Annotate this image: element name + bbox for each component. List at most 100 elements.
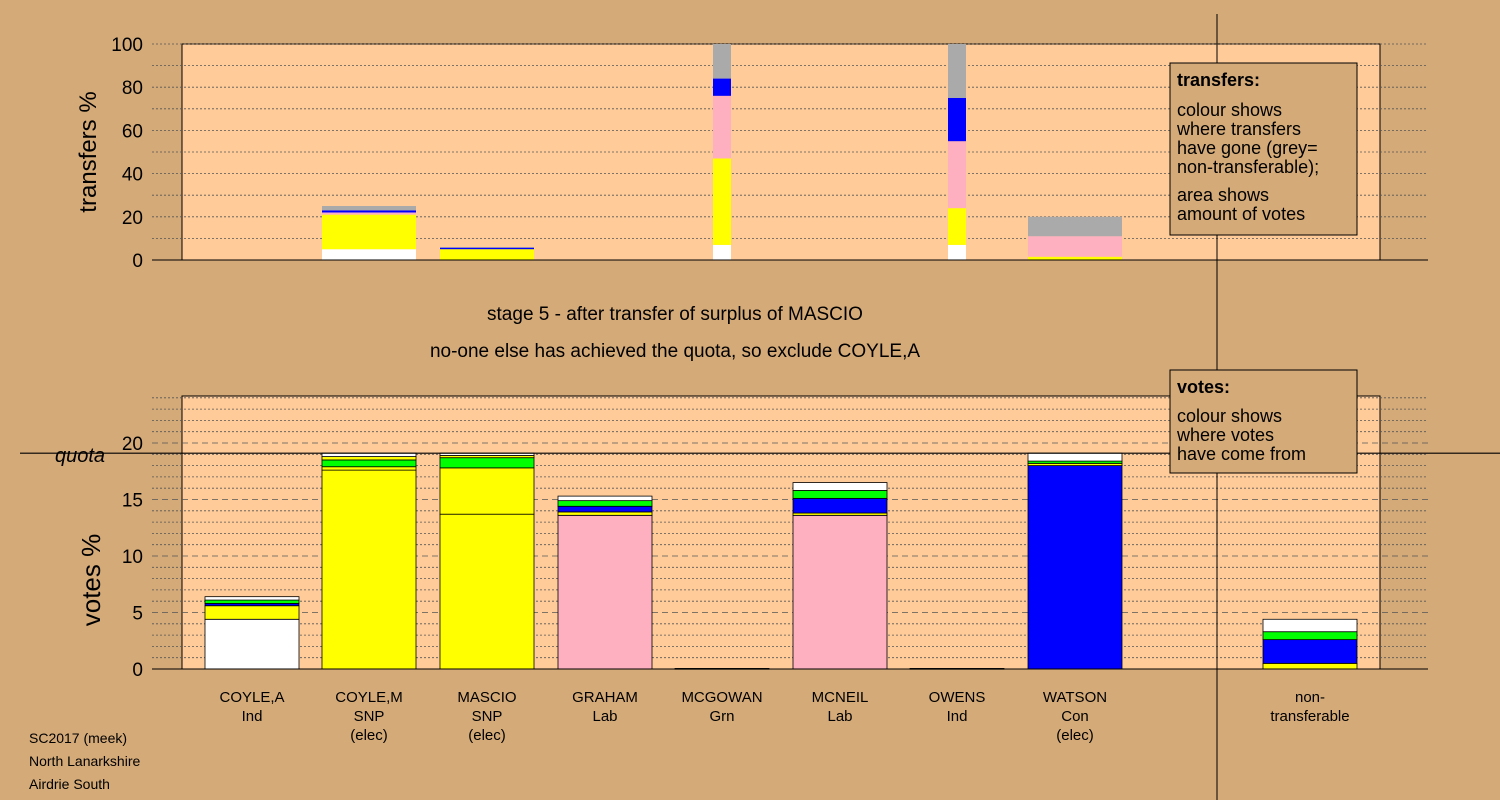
legend-votes-line: where votes: [1176, 425, 1274, 445]
vote-segment: [439, 513, 535, 670]
votes-axis-label: votes %: [76, 534, 106, 627]
vote-segment: [792, 482, 888, 491]
stage-subtitle: no-one else has achieved the quota, so e…: [430, 341, 920, 362]
transfers-tick-label: 100: [111, 35, 143, 56]
transfer-segment: [440, 249, 534, 260]
votes-tick-label: 10: [122, 547, 143, 568]
vote-segment: [1262, 618, 1358, 633]
category-label: OWENS: [929, 689, 986, 706]
transfer-segment: [713, 95, 731, 159]
vote-segment: [321, 459, 417, 468]
transfer-segment: [948, 141, 966, 209]
vote-segment: [557, 495, 653, 502]
category-label: (elec): [468, 727, 506, 744]
vote-segment: [792, 514, 888, 670]
vote-segment: [204, 599, 300, 604]
vote-segment: [204, 605, 300, 620]
vote-segment: [321, 456, 417, 461]
vote-segment: [321, 466, 417, 471]
legend-votes-line: colour shows: [1177, 406, 1282, 426]
transfers-tick-label: 40: [122, 165, 143, 186]
transfer-segment: [948, 244, 966, 260]
transfer-segment: [322, 214, 416, 250]
transfers-tick-label: 20: [122, 208, 143, 229]
category-label: Grn: [709, 708, 734, 725]
category-label: transferable: [1270, 708, 1349, 725]
category-label: COYLE,M: [335, 689, 403, 706]
legend-transfers-line: non-transferable);: [1177, 157, 1319, 177]
transfers-axis-label: transfers %: [75, 91, 102, 212]
vote-segment: [1262, 639, 1358, 664]
legend-votes-line: have come from: [1177, 444, 1306, 464]
legend-transfers-line: amount of votes: [1177, 204, 1305, 224]
category-label: (elec): [350, 727, 388, 744]
legend-votes-box: [1169, 369, 1358, 474]
footer-line: SC2017 (meek): [29, 730, 127, 746]
legend-votes-title: votes:: [1177, 377, 1230, 397]
footer-line: North Lanarkshire: [29, 753, 140, 769]
category-label: Lab: [592, 708, 617, 725]
transfer-segment: [713, 244, 731, 260]
transfer-segment: [322, 212, 416, 215]
legend-transfers-title: transfers:: [1177, 70, 1260, 90]
transfer-segment: [1028, 216, 1122, 237]
category-label: WATSON: [1043, 689, 1107, 706]
vote-segment: [204, 618, 300, 670]
transfer-segment: [948, 44, 966, 98]
votes-tick-label: 5: [132, 604, 143, 625]
votes-tick-label: 15: [122, 491, 143, 512]
category-label: MCGOWAN: [681, 689, 762, 706]
votes-tick-label: 20: [122, 434, 143, 455]
transfer-segment: [322, 249, 416, 260]
category-label: Lab: [827, 708, 852, 725]
transfers-tick-label: 60: [122, 121, 143, 142]
vote-segment: [557, 500, 653, 507]
category-label: SNP: [354, 708, 385, 725]
transfer-segment: [440, 247, 534, 250]
category-label: Ind: [947, 708, 968, 725]
legend-transfers-box: [1169, 62, 1358, 236]
transfer-segment: [322, 206, 416, 211]
category-label: Ind: [242, 708, 263, 725]
transfer-segment: [1028, 236, 1122, 257]
quota-label: quota: [55, 445, 105, 467]
legend-transfers-line: colour shows: [1177, 100, 1282, 120]
vote-segment: [439, 467, 535, 515]
legend-votes: votes: colour shows where votes have com…: [1169, 369, 1358, 474]
vote-segment: [557, 514, 653, 670]
transfer-segment: [1028, 256, 1122, 260]
vote-segment: [557, 511, 653, 516]
transfer-segment: [948, 98, 966, 142]
transfer-segment: [322, 210, 416, 213]
category-label: MASCIO: [457, 689, 516, 706]
category-label: MCNEIL: [812, 689, 869, 706]
vote-segment: [557, 505, 653, 513]
transfer-segment: [713, 44, 731, 79]
vote-segment: [792, 490, 888, 499]
category-label: (elec): [1056, 727, 1094, 744]
vote-segment: [792, 497, 888, 514]
legend-transfers-line: have gone (grey=: [1177, 138, 1318, 158]
vote-segment: [1027, 465, 1123, 670]
legend-transfers-line: where transfers: [1176, 119, 1301, 139]
vote-segment: [1262, 662, 1358, 670]
legend-transfers-line: area shows: [1177, 185, 1269, 205]
transfer-segment: [440, 247, 534, 248]
vote-segment: [1262, 631, 1358, 641]
transfers-tick-label: 80: [122, 78, 143, 99]
footer-line: Airdrie South: [29, 776, 110, 792]
legend-transfers: transfers: colour shows where transfers …: [1169, 62, 1358, 236]
transfer-segment: [713, 78, 731, 96]
category-label: GRAHAM: [572, 689, 638, 706]
category-label: COYLE,A: [219, 689, 284, 706]
vote-segment: [321, 469, 417, 670]
vote-segment: [204, 596, 300, 601]
transfers-tick-label: 0: [132, 251, 143, 272]
category-label: non-: [1295, 689, 1325, 706]
category-label: SNP: [472, 708, 503, 725]
vote-segment: [1027, 452, 1123, 462]
category-label: Con: [1061, 708, 1089, 725]
votes-tick-label: 0: [132, 660, 143, 681]
transfer-segment: [948, 208, 966, 245]
